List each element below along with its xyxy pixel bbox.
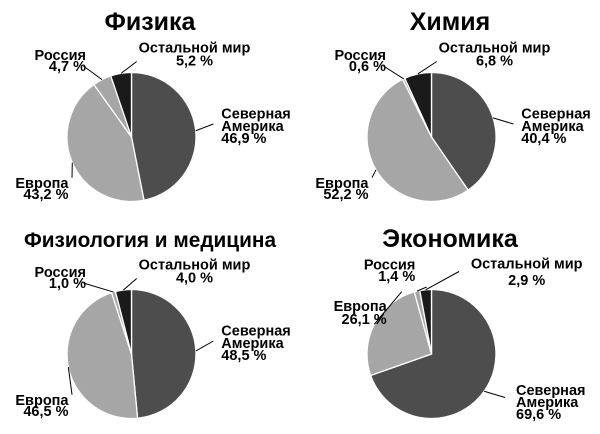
- svg-text:43,2 %: 43,2 %: [23, 187, 68, 203]
- svg-text:69,6 %: 69,6 %: [516, 407, 561, 423]
- svg-text:6,8 %: 6,8 %: [476, 53, 513, 69]
- svg-text:0,6 %: 0,6 %: [349, 59, 386, 75]
- svg-text:Физика: Физика: [105, 8, 197, 36]
- svg-text:5,2 %: 5,2 %: [176, 53, 213, 69]
- svg-text:40,4 %: 40,4 %: [521, 131, 566, 147]
- svg-text:Физиология и медицина: Физиология и медицина: [24, 229, 276, 252]
- svg-text:4,0 %: 4,0 %: [176, 270, 213, 286]
- svg-text:1,0 %: 1,0 %: [49, 276, 86, 292]
- svg-text:4,7 %: 4,7 %: [49, 59, 86, 75]
- svg-text:26,1 %: 26,1 %: [342, 312, 387, 328]
- svg-text:52,2 %: 52,2 %: [323, 187, 368, 203]
- svg-text:Экономика: Экономика: [382, 225, 519, 253]
- svg-text:46,9 %: 46,9 %: [221, 131, 266, 147]
- svg-text:2,9 %: 2,9 %: [508, 273, 545, 289]
- svg-text:48,5 %: 48,5 %: [221, 348, 266, 364]
- svg-text:1,4 %: 1,4 %: [378, 269, 415, 285]
- svg-text:Остальной мир: Остальной мир: [471, 257, 583, 273]
- svg-text:Химия: Химия: [410, 8, 491, 36]
- svg-text:46,5 %: 46,5 %: [23, 404, 68, 420]
